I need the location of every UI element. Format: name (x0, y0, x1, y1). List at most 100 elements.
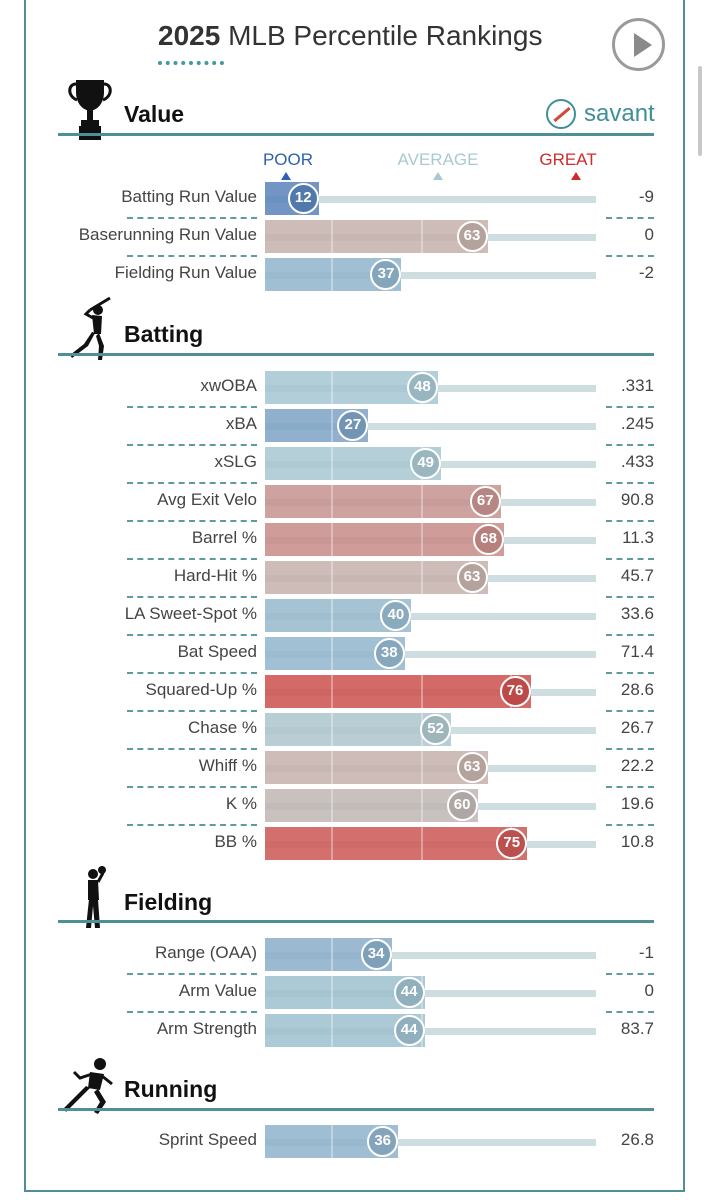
metric-row-arm-strength[interactable]: Arm Strength 44 83.7 (0, 1014, 709, 1047)
row-separator (127, 482, 257, 484)
bar-tick (331, 447, 334, 480)
metric-value: 19.6 (620, 794, 654, 813)
metric-label: LA Sweet-Spot % (124, 604, 257, 623)
metric-row-baserunning-run-value[interactable]: Baserunning Run Value 63 0 (0, 220, 709, 253)
metric-value: .245 (620, 414, 654, 433)
savant-logo[interactable]: savant (546, 98, 656, 132)
metric-row-bb[interactable]: BB % 75 10.8 (0, 827, 709, 860)
metric-row-la-sweet-spot[interactable]: LA Sweet-Spot % 40 33.6 (0, 599, 709, 632)
metric-label: Squared-Up % (145, 680, 257, 699)
percentile-bubble: 76 (499, 676, 531, 707)
percentile-bubble: 63 (456, 752, 488, 783)
metric-value: -2 (638, 263, 654, 282)
section-divider-batting (58, 353, 654, 356)
metric-row-arm-value[interactable]: Arm Value 44 0 (0, 976, 709, 1009)
row-separator (127, 634, 257, 636)
card-frame (24, 0, 685, 1192)
bar-tick (420, 789, 423, 822)
metric-label: Baserunning Run Value (78, 225, 257, 244)
percentile-bar (265, 561, 488, 594)
metric-value: 11.3 (622, 528, 654, 547)
bar-tick (420, 675, 423, 708)
bar-tick (331, 713, 334, 746)
row-separator (127, 406, 257, 408)
metric-label: Barrel % (191, 528, 257, 547)
metric-row-xslg[interactable]: xSLG 49 .433 (0, 447, 709, 480)
runner-icon (64, 1058, 113, 1114)
average-arrow-icon (433, 172, 443, 180)
metric-row-k[interactable]: K % 60 19.6 (0, 789, 709, 822)
percentile-bubble: 12 (287, 183, 319, 214)
bar-tick (420, 485, 423, 518)
scrollbar-thumb[interactable] (698, 66, 702, 156)
row-separator (606, 520, 654, 522)
metric-row-avg-exit-velo[interactable]: Avg Exit Velo 67 90.8 (0, 485, 709, 518)
section-divider-fielding (58, 920, 654, 923)
row-separator (606, 634, 654, 636)
percentile-bar (265, 751, 488, 784)
bar-tick (331, 371, 334, 404)
bar-tick (331, 1125, 334, 1158)
metric-value: 22.2 (620, 756, 654, 775)
metric-row-barrel[interactable]: Barrel % 68 11.3 (0, 523, 709, 556)
metric-row-bat-speed[interactable]: Bat Speed 38 71.4 (0, 637, 709, 670)
percentile-bubble: 27 (337, 410, 369, 441)
metric-row-range-oaa[interactable]: Range (OAA) 34 -1 (0, 938, 709, 971)
metric-row-sprint-speed[interactable]: Sprint Speed 36 26.8 (0, 1125, 709, 1158)
percentile-track (265, 1139, 596, 1146)
bar-tick (331, 561, 334, 594)
row-separator (127, 255, 257, 257)
metric-label: Avg Exit Velo (157, 490, 257, 509)
row-separator (127, 444, 257, 446)
row-separator (127, 748, 257, 750)
poor-arrow-icon (281, 172, 291, 180)
row-separator (127, 824, 257, 826)
metric-value: 83.7 (620, 1019, 654, 1038)
metric-row-squared-up[interactable]: Squared-Up % 76 28.6 (0, 675, 709, 708)
metric-row-xwoba[interactable]: xwOBA 48 .331 (0, 371, 709, 404)
metric-value: 71.4 (620, 642, 654, 661)
title-underline (158, 61, 224, 65)
bar-tick (331, 409, 334, 442)
percentile-track (265, 651, 596, 658)
section-title-value: Value (124, 101, 185, 127)
row-separator (606, 973, 654, 975)
row-separator (127, 710, 257, 712)
percentile-track (265, 990, 596, 997)
percentile-bar (265, 713, 452, 746)
row-separator (127, 217, 257, 219)
row-separator (606, 255, 654, 257)
row-separator (606, 482, 654, 484)
bar-tick (420, 751, 423, 784)
metric-row-chase[interactable]: Chase % 52 26.7 (0, 713, 709, 746)
bar-tick (331, 976, 334, 1009)
metric-label: Chase % (188, 718, 257, 737)
metric-value: 26.8 (620, 1130, 654, 1149)
metric-row-batting-run-value[interactable]: Batting Run Value 12 -9 (0, 182, 709, 215)
metric-value: 90.8 (620, 490, 654, 509)
metric-label: Whiff % (198, 756, 257, 775)
row-separator (606, 444, 654, 446)
percentile-bubble: 68 (473, 524, 505, 555)
metric-row-whiff[interactable]: Whiff % 63 22.2 (0, 751, 709, 784)
percentile-bubble: 40 (380, 600, 412, 631)
row-separator (606, 824, 654, 826)
metric-row-hard-hit[interactable]: Hard-Hit % 63 45.7 (0, 561, 709, 594)
percentile-track (265, 613, 596, 620)
percentile-bubble: 75 (496, 828, 528, 859)
play-button[interactable] (612, 18, 665, 71)
savant-logo-text: savant (584, 100, 655, 127)
metric-value: .433 (620, 452, 654, 471)
page-title: 2025 MLB Percentile Rankings (158, 20, 542, 52)
row-separator (606, 786, 654, 788)
percentile-bar (265, 220, 488, 253)
metric-row-fielding-run-value[interactable]: Fielding Run Value 37 -2 (0, 258, 709, 291)
bar-tick (331, 637, 334, 670)
bar-tick (331, 675, 334, 708)
bar-tick (331, 938, 334, 971)
section-divider-value (58, 133, 654, 136)
bar-tick (331, 827, 334, 860)
bar-tick (420, 561, 423, 594)
percentile-track (265, 196, 596, 203)
metric-row-xba[interactable]: xBA 27 .245 (0, 409, 709, 442)
